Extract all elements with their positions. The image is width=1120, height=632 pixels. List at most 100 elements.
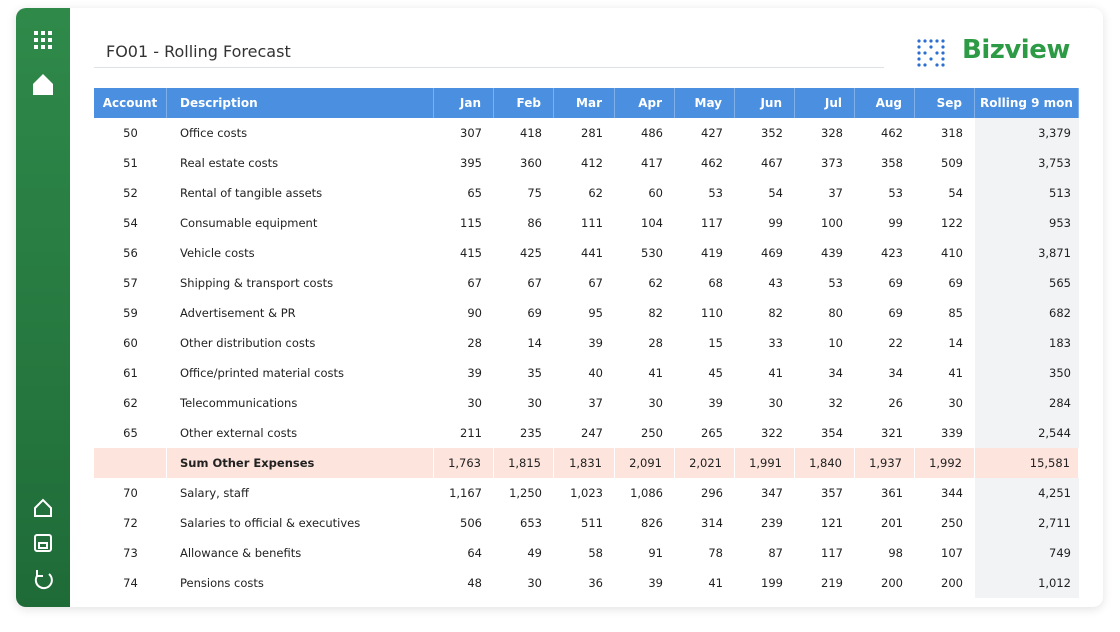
account-cell: 62 xyxy=(123,396,138,410)
value-cell: 344 xyxy=(941,486,963,500)
sidebar-icons xyxy=(33,31,53,590)
value-cell: 58 xyxy=(588,546,603,560)
value-cell: 99 xyxy=(888,216,903,230)
value-cell: 357 xyxy=(821,486,843,500)
value-cell: 462 xyxy=(881,126,903,140)
value-cell: 90 xyxy=(467,306,482,320)
value-cell: 41 xyxy=(948,366,963,380)
value-cell: 34 xyxy=(888,366,903,380)
value-cell: 682 xyxy=(975,298,1079,328)
value-cell: 318 xyxy=(941,126,963,140)
value-cell: 34 xyxy=(828,366,843,380)
page-title: FO01 - Rolling Forecast xyxy=(106,42,291,61)
account-cell: 73 xyxy=(123,546,138,560)
value-cell: 328 xyxy=(821,126,843,140)
value-cell: 373 xyxy=(821,156,843,170)
account-cell: 74 xyxy=(123,576,138,590)
value-cell: 530 xyxy=(641,246,663,260)
description-cell: Vehicle costs xyxy=(180,246,255,260)
value-cell: 30 xyxy=(527,576,542,590)
value-cell: 54 xyxy=(768,186,783,200)
value-cell: 75 xyxy=(527,186,542,200)
home-icon[interactable] xyxy=(33,74,53,95)
value-cell: 95 xyxy=(588,306,603,320)
value-cell: 321 xyxy=(881,426,903,440)
account-cell: 59 xyxy=(123,306,138,320)
value-cell: 99 xyxy=(768,216,783,230)
value-cell: 37 xyxy=(828,186,843,200)
value-cell: 281 xyxy=(581,126,603,140)
column-header: Jul xyxy=(795,88,855,118)
value-cell: 201 xyxy=(881,516,903,530)
value-cell: 347 xyxy=(761,486,783,500)
value-cell: 54 xyxy=(948,186,963,200)
account-cell: 56 xyxy=(123,246,138,260)
value-cell: 35 xyxy=(527,366,542,380)
value-cell: 48 xyxy=(467,576,482,590)
value-cell: 511 xyxy=(581,516,603,530)
value-cell: 415 xyxy=(460,246,482,260)
value-cell: 14 xyxy=(527,336,542,350)
account-cell: 70 xyxy=(123,486,138,500)
value-cell: 2,021 xyxy=(675,448,735,478)
value-cell: 60 xyxy=(648,186,663,200)
value-cell: 62 xyxy=(588,186,603,200)
home-outline-icon[interactable] xyxy=(34,498,52,517)
value-cell: 418 xyxy=(520,126,542,140)
value-cell: 425 xyxy=(520,246,542,260)
value-cell: 41 xyxy=(768,366,783,380)
description-cell: Pensions costs xyxy=(180,576,264,590)
column-header: Account xyxy=(94,88,167,118)
account-cell xyxy=(94,448,167,478)
value-cell: 91 xyxy=(648,546,663,560)
column-header: Jan xyxy=(434,88,494,118)
value-cell: 1,250 xyxy=(509,486,542,500)
value-cell: 117 xyxy=(821,546,843,560)
value-cell: 441 xyxy=(581,246,603,260)
value-cell: 1,840 xyxy=(795,448,855,478)
description-cell: Allowance & benefits xyxy=(180,546,302,560)
value-cell: 427 xyxy=(701,126,723,140)
value-cell: 1,167 xyxy=(449,486,482,500)
value-cell: 68 xyxy=(708,276,723,290)
apps-icon[interactable] xyxy=(34,31,52,49)
value-cell: 1,991 xyxy=(735,448,795,478)
value-cell: 486 xyxy=(641,126,663,140)
description-cell: Sum Other Expenses xyxy=(167,448,434,478)
value-cell: 1,815 xyxy=(494,448,554,478)
value-cell: 30 xyxy=(648,396,663,410)
value-cell: 250 xyxy=(941,516,963,530)
column-header: May xyxy=(675,88,735,118)
description-cell: Rental of tangible assets xyxy=(180,186,323,200)
value-cell: 22 xyxy=(888,336,903,350)
value-cell: 509 xyxy=(941,156,963,170)
value-cell: 26 xyxy=(888,396,903,410)
value-cell: 30 xyxy=(768,396,783,410)
value-cell: 469 xyxy=(761,246,783,260)
value-cell: 339 xyxy=(941,426,963,440)
value-cell: 200 xyxy=(881,576,903,590)
account-cell: 72 xyxy=(123,516,138,530)
value-cell: 39 xyxy=(708,396,723,410)
refresh-icon[interactable] xyxy=(34,570,53,590)
value-cell: 65 xyxy=(467,186,482,200)
value-cell: 85 xyxy=(948,306,963,320)
brand-name: Bizview xyxy=(962,35,1070,65)
value-cell: 410 xyxy=(941,246,963,260)
value-cell: 107 xyxy=(941,546,963,560)
save-icon[interactable] xyxy=(34,534,52,552)
value-cell: 354 xyxy=(821,426,843,440)
value-cell: 110 xyxy=(701,306,723,320)
value-cell: 314 xyxy=(701,516,723,530)
value-cell: 395 xyxy=(460,156,482,170)
value-cell: 1,937 xyxy=(855,448,915,478)
sidebar xyxy=(16,8,70,607)
description-cell: Advertisement & PR xyxy=(180,306,296,320)
value-cell: 32 xyxy=(828,396,843,410)
value-cell: 69 xyxy=(948,276,963,290)
value-cell: 122 xyxy=(941,216,963,230)
value-cell: 87 xyxy=(768,546,783,560)
column-header: Jun xyxy=(735,88,795,118)
value-cell: 412 xyxy=(581,156,603,170)
value-cell: 284 xyxy=(975,388,1079,418)
